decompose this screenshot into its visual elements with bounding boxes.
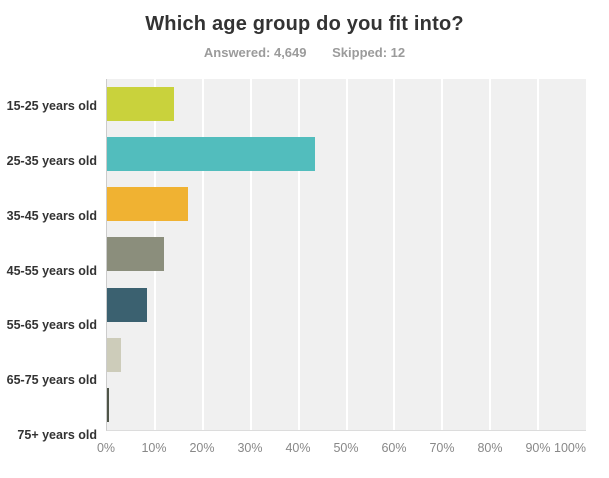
gridline (249, 79, 252, 430)
chart-title: Which age group do you fit into? (145, 13, 464, 35)
bar (107, 137, 316, 172)
answered-count: Answered: 4,649 (203, 45, 307, 60)
x-tick-label: 30% (237, 441, 263, 455)
gridline (345, 79, 348, 430)
bar-row (107, 79, 586, 129)
x-tick-label: 80% (477, 441, 503, 455)
gridline (441, 79, 444, 430)
bar (107, 237, 164, 272)
category-labels: 15-25 years old 25-35 years old 35-45 year… (0, 79, 106, 462)
plot-area (106, 79, 586, 431)
bar-row (107, 330, 586, 380)
gridline (393, 79, 396, 430)
category-label: 25-35 years old (6, 154, 97, 169)
bar (107, 387, 109, 422)
gridline (489, 79, 492, 430)
x-tick-label: 70% (429, 441, 455, 455)
category-label: 65-75 years old (6, 372, 97, 387)
bar (107, 287, 148, 322)
x-tick-label: 20% (189, 441, 215, 455)
gridline (201, 79, 204, 430)
category-label: 45-55 years old (6, 263, 97, 278)
x-tick-label: 90% (525, 441, 551, 455)
x-tick-label: 100% (554, 441, 586, 455)
bar-row (107, 380, 586, 430)
chart-body: 15-25 years old 25-35 years old 35-45 year… (0, 79, 609, 462)
bar-row (107, 129, 586, 179)
bar (107, 87, 175, 122)
skipped-count: Skipped: 12 (332, 45, 406, 60)
gridline (297, 79, 300, 430)
bar (107, 187, 189, 222)
category-label: 75+ years old (17, 427, 97, 442)
x-tick-label: 40% (285, 441, 311, 455)
x-tick-label: 0% (96, 441, 116, 455)
chart-subtitle: Answered: 4,649 Skipped: 12 (0, 45, 609, 60)
x-tick-label: 50% (333, 441, 359, 455)
plot-wrap: 0% 10% 20% 30% 40% 50% 60% 70% 80% 90% 100% (97, 79, 586, 462)
x-tick-label: 10% (141, 441, 167, 455)
gridline (537, 79, 540, 430)
category-label: 55-65 years old (6, 318, 97, 333)
bar-row (107, 229, 586, 279)
bar-row (107, 280, 586, 330)
bar (107, 337, 121, 372)
category-label: 35-45 years old (6, 208, 97, 223)
category-label: 15-25 years old (6, 99, 97, 114)
x-tick-label: 60% (381, 441, 407, 455)
bar-row (107, 179, 586, 229)
x-axis: 0% 10% 20% 30% 40% 50% 60% 70% 80% 90% 100% (97, 438, 586, 462)
